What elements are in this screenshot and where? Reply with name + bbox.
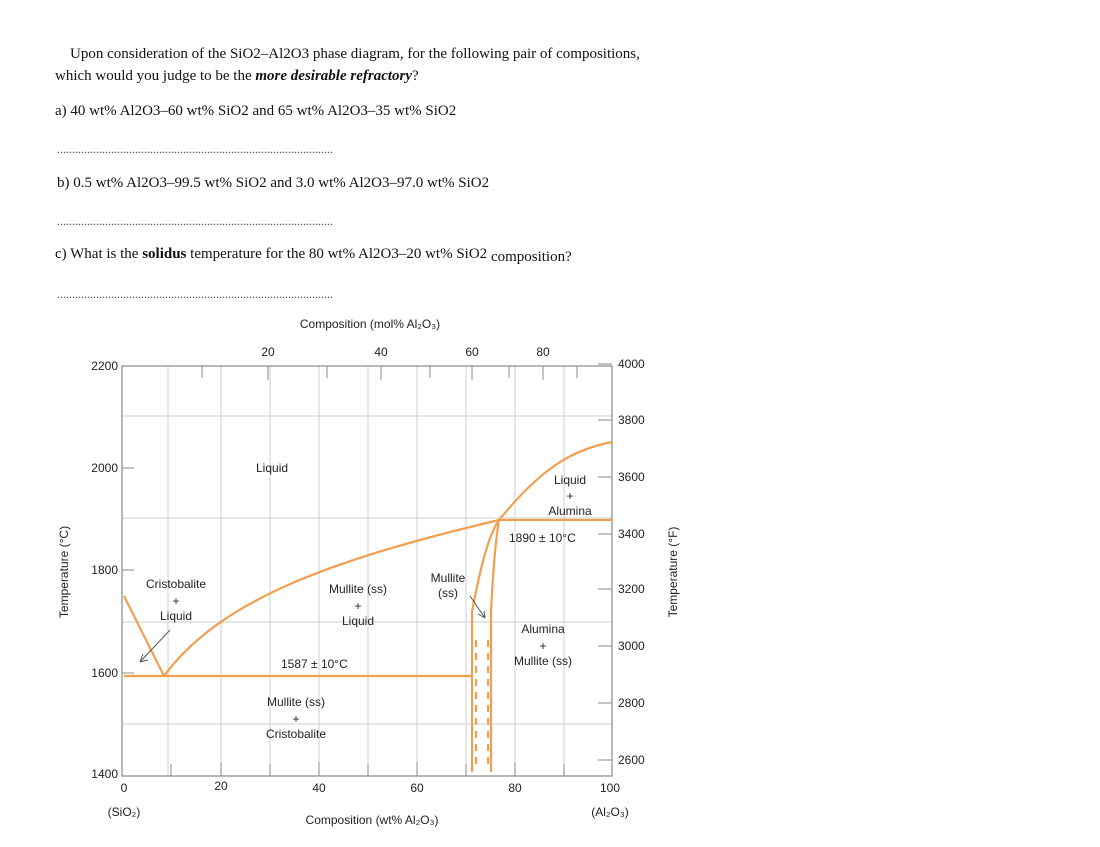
plot-frame [121,365,613,777]
right-tick-2600: 2600 [618,753,645,767]
label-mullite-liquid-2: + [354,599,361,613]
right-tick-3800: 3800 [618,413,645,427]
mullite-ss-left [470,519,500,772]
left-tick-1600: 1600 [91,666,118,680]
left-tick-2200: 2200 [91,359,118,373]
label-mullite-ss-1: Mullite [431,571,466,585]
right-tick-3600: 3600 [618,470,645,484]
intro-emphasis: more desirable refractory [255,68,413,84]
bottom-left-label: (SiO₂) [108,805,141,819]
label-mullite-cristobalite-2: + [292,712,299,726]
alumina-liquidus [498,440,613,521]
right-tick-3200: 3200 [618,582,645,596]
label-alumina-mullite-1: Alumina [521,622,565,636]
bottom-tick-40: 40 [312,781,326,795]
bottom-axis-title: Composition (wt% Al₂O₃) [306,813,439,827]
right-tick-2800: 2800 [618,696,645,710]
question-a: a) 40 wt% Al2O3–60 wt% SiO2 and 65 wt% A… [55,103,457,119]
c-bold: solidus [142,246,187,262]
label-cristobalite-liquid-3: Liquid [160,609,192,623]
top-tick-60: 60 [465,345,479,359]
answer-line-b[interactable]: ........................................… [57,214,333,228]
pointer-arrows [139,595,486,663]
phase-boundaries [123,440,613,772]
mullite-liquidus [163,518,500,677]
question-intro-line1: Upon consideration of the SiO2–Al2O3 pha… [70,46,640,62]
label-mullite-liquid-3: Liquid [342,614,374,628]
c-mid: temperature for the 80 wt% Al2O3–20 wt% … [186,246,488,262]
question-b: b) 0.5 wt% Al2O3–99.5 wt% SiO2 and 3.0 w… [57,175,490,191]
label-cristobalite-liquid-2: + [172,594,179,608]
left-axis-title: Temperature (°C) [57,526,71,618]
bottom-tick-20: 20 [214,779,228,793]
label-liquid-alumina-1: Liquid [554,473,586,487]
label-liquid-alumina-3: Alumina [548,504,592,518]
intro-suffix: ? [412,68,419,84]
label-mullite-cristobalite-1: Mullite (ss) [267,695,325,709]
left-ticks [122,365,134,674]
label-alumina-mullite-3: Mullite (ss) [514,654,572,668]
bottom-tick-60: 60 [410,781,424,795]
left-tick-2000: 2000 [91,461,118,475]
cristobalite-liquidus [123,595,165,677]
label-mullite-cristobalite-3: Cristobalite [266,727,326,741]
top-tick-80: 80 [536,345,550,359]
label-liquid: Liquid [256,461,288,475]
label-mullite-ss-2: (ss) [438,586,458,600]
label-mullite-liquid-1: Mullite (ss) [329,582,387,596]
bottom-tick-0: 0 [121,781,128,795]
top-tick-40: 40 [374,345,388,359]
question-intro-line2: which would you judge to be the more des… [55,68,419,85]
grid [122,366,612,776]
label-liquid-alumina-2: + [566,489,573,503]
right-ticks [598,363,612,761]
top-ticks [201,366,578,380]
right-tick-3400: 3400 [618,527,645,541]
top-tick-20: 20 [261,345,275,359]
right-tick-3000: 3000 [618,639,645,653]
bottom-ticks [170,762,565,776]
c-suffix: composition? [487,249,572,265]
right-tick-4000: 4000 [618,357,645,371]
label-eutectic-low: 1587 ± 10°C [281,657,348,671]
mullite-ss-dashed [475,640,489,770]
label-alumina-mullite-2: + [539,639,546,653]
bottom-right-label: (Al₂O₃) [591,805,629,819]
top-axis-title: Composition (mol% Al₂O₃) [300,317,440,331]
label-eutectic-high: 1890 ± 10°C [509,531,576,545]
mullite-ss-right [489,519,501,772]
label-cristobalite-liquid-1: Cristobalite [146,577,206,591]
bottom-tick-100: 100 [600,781,620,795]
left-tick-1800: 1800 [91,563,118,577]
bottom-tick-80: 80 [508,781,522,795]
answer-line-c[interactable]: ........................................… [57,287,333,301]
answer-line-a[interactable]: ........................................… [57,142,333,156]
intro-prefix: which would you judge to be the [55,68,256,84]
c-prefix: c) What is the [55,246,143,262]
left-tick-1400: 1400 [91,767,118,781]
right-axis-title: Temperature (°F) [666,527,680,618]
question-c: c) What is the solidus temperature for t… [55,246,572,265]
